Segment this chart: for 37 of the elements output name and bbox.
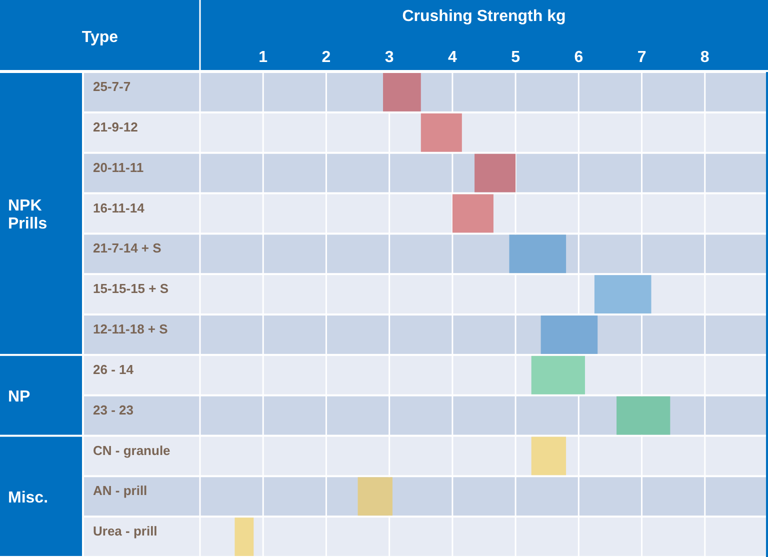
bar <box>383 73 421 112</box>
x-tick-label: 7 <box>637 49 646 66</box>
y-tick-label: 15-15-15 + S <box>93 281 169 296</box>
x-tick-label: 3 <box>384 49 394 66</box>
text: Misc. <box>8 489 48 506</box>
y-tick-label: 21-9-12 <box>93 119 138 134</box>
y-axis-title: Type <box>82 29 118 46</box>
x-tick-label: 8 <box>700 49 710 66</box>
x-tick-label: 5 <box>511 49 520 66</box>
y-tick-label: 26 - 14 <box>93 362 134 377</box>
x-tick-label: 6 <box>574 49 584 66</box>
bar <box>540 316 598 354</box>
bar <box>509 234 566 274</box>
x-tick-label: 2 <box>322 49 331 66</box>
x-axis-title: Crushing Strength kg <box>402 8 566 25</box>
y-tick-label: 12-11-18 + S <box>93 322 168 336</box>
bar <box>420 113 462 152</box>
bar <box>531 436 566 476</box>
y-tick-label: 23 - 23 <box>93 402 134 418</box>
bar <box>474 154 516 192</box>
bar <box>358 477 392 516</box>
y-tick-label: 21-7-14 + S <box>93 240 162 256</box>
bar <box>594 275 652 314</box>
y-tick-label: CN - granule <box>93 442 170 458</box>
y-tick-label: 25-7-7 <box>93 79 131 94</box>
y-tick-label: Urea - prill <box>93 524 158 539</box>
y-tick-label: 20-11-11 <box>93 160 144 175</box>
x-tick-label: 4 <box>448 49 457 66</box>
text: NP <box>8 388 31 406</box>
y-tick-label: 16-11-14 <box>93 200 146 216</box>
bar <box>616 396 670 435</box>
bar <box>531 356 585 394</box>
bar <box>234 518 254 556</box>
y-tick-label: AN - prill <box>93 483 148 498</box>
text: NPK Prills <box>8 197 48 232</box>
x-tick-label: 1 <box>258 49 268 66</box>
bar <box>452 194 494 233</box>
